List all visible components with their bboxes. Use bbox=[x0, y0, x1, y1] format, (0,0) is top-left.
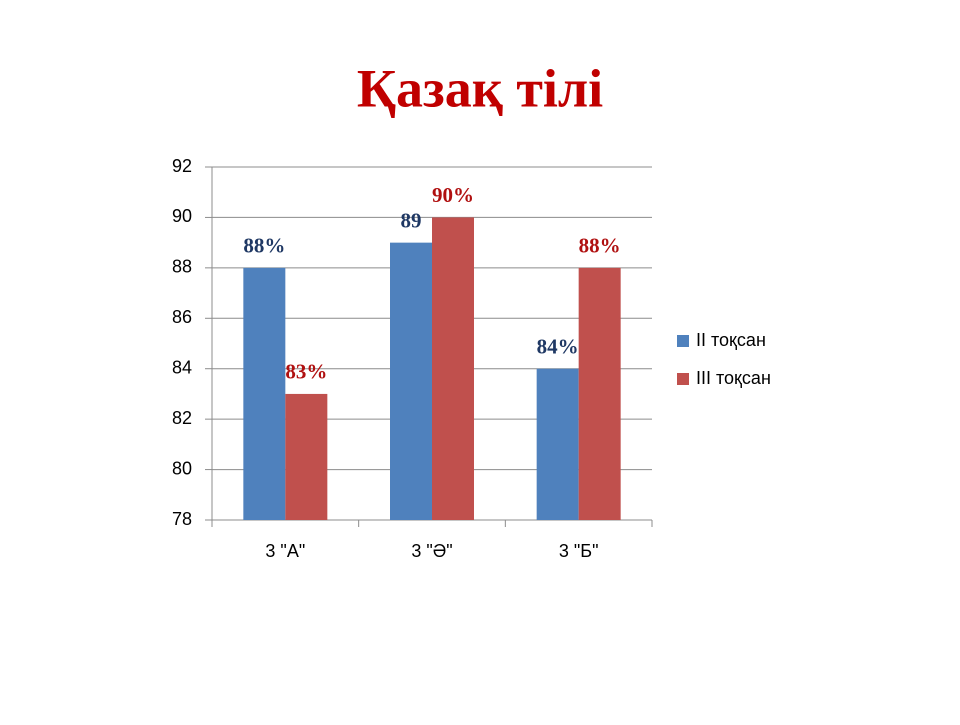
y-tick-label: 82 bbox=[172, 408, 192, 428]
x-tick-label: 3 "А" bbox=[265, 541, 305, 561]
bar bbox=[243, 267, 286, 520]
value-label: 88% bbox=[579, 234, 621, 258]
legend-label: II тоқсан bbox=[696, 330, 766, 350]
x-tick-label: 3 "Ә" bbox=[411, 541, 452, 561]
y-tick-label: 88 bbox=[172, 257, 192, 277]
y-tick-label: 86 bbox=[172, 307, 192, 327]
y-tick-label: 78 bbox=[172, 509, 192, 529]
y-tick-label: 84 bbox=[172, 357, 192, 377]
y-tick-label: 92 bbox=[172, 156, 192, 176]
bar bbox=[578, 267, 621, 520]
y-tick-label: 80 bbox=[172, 458, 192, 478]
bar bbox=[390, 242, 432, 520]
value-label: 83% bbox=[285, 360, 327, 384]
value-label: 89 bbox=[401, 208, 422, 232]
legend-swatch bbox=[677, 373, 689, 385]
chart-title: Қазақ тілі bbox=[357, 58, 603, 118]
legend-swatch bbox=[677, 335, 689, 347]
legend-label: III тоқсан bbox=[696, 368, 771, 388]
value-label: 90% bbox=[432, 183, 474, 207]
value-label: 88% bbox=[243, 234, 285, 258]
bar bbox=[432, 217, 474, 520]
bar bbox=[536, 368, 579, 520]
bar bbox=[285, 393, 328, 520]
y-tick-label: 90 bbox=[172, 206, 192, 226]
value-label: 84% bbox=[537, 335, 579, 359]
x-tick-label: 3 "Б" bbox=[559, 541, 599, 561]
